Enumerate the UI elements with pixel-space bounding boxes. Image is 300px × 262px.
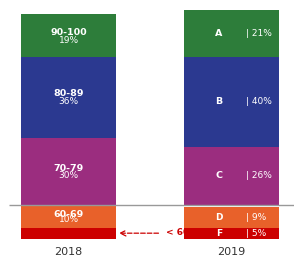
Text: 2019: 2019 [217, 247, 245, 257]
Text: < 60: < 60 [166, 228, 189, 237]
Bar [184, 207, 279, 228]
Text: | 5%: | 5% [204, 228, 224, 237]
Text: A: A [215, 29, 223, 38]
Text: D: D [215, 213, 223, 222]
Text: 19%: 19% [58, 36, 79, 45]
Bar [21, 228, 116, 239]
Bar [21, 14, 116, 57]
Text: 80-89: 80-89 [53, 89, 84, 99]
Text: | 21%: | 21% [246, 29, 272, 38]
Text: | 9%: | 9% [246, 213, 267, 222]
Bar [184, 228, 279, 239]
Bar [184, 57, 279, 147]
Text: 30%: 30% [58, 171, 79, 181]
Bar [21, 205, 116, 228]
Bar [21, 138, 116, 205]
Text: 36%: 36% [58, 97, 79, 106]
Text: 70-79: 70-79 [53, 163, 84, 173]
Text: 90-100: 90-100 [50, 28, 87, 37]
Bar [184, 147, 279, 205]
Bar [184, 10, 279, 57]
Text: | 26%: | 26% [246, 171, 272, 181]
Text: 2018: 2018 [55, 247, 83, 257]
Bar [21, 57, 116, 138]
Text: F: F [216, 229, 222, 238]
Text: 60-69: 60-69 [53, 210, 84, 219]
Text: | 40%: | 40% [246, 97, 272, 106]
Text: | 5%: | 5% [246, 229, 267, 238]
Text: C: C [215, 171, 222, 181]
Text: B: B [215, 97, 222, 106]
Text: 10%: 10% [58, 215, 79, 224]
